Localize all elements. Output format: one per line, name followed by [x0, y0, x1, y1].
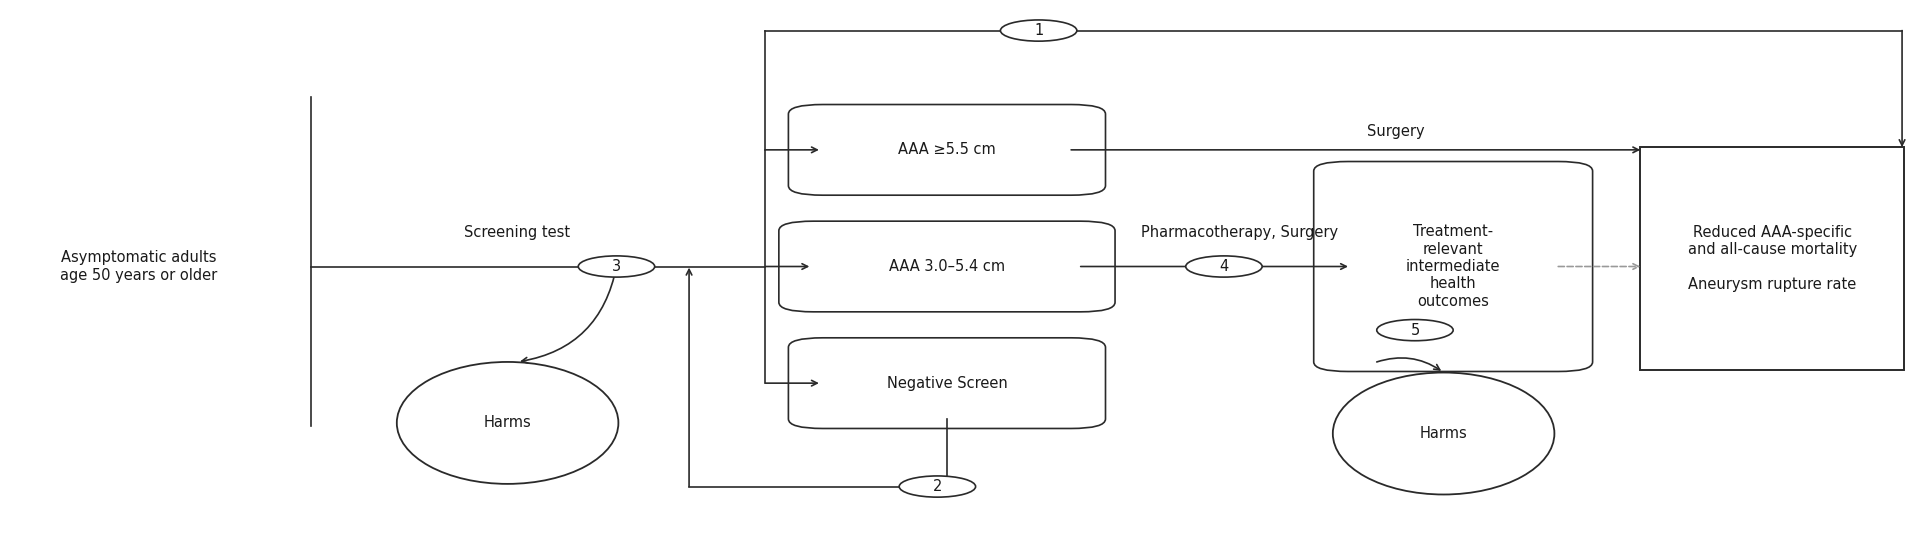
Circle shape [578, 256, 654, 277]
Text: 4: 4 [1219, 259, 1228, 274]
Text: 3: 3 [612, 259, 622, 274]
Text: 1: 1 [1035, 23, 1043, 38]
Text: Reduced AAA-specific
and all-cause mortality

Aneurysm rupture rate: Reduced AAA-specific and all-cause morta… [1687, 225, 1858, 292]
FancyBboxPatch shape [788, 104, 1106, 195]
Ellipse shape [1333, 373, 1555, 495]
Text: Harms: Harms [484, 415, 532, 431]
Text: Asymptomatic adults
age 50 years or older: Asymptomatic adults age 50 years or olde… [61, 251, 218, 282]
Circle shape [1377, 319, 1454, 341]
Text: AAA ≥5.5 cm: AAA ≥5.5 cm [897, 142, 997, 157]
Text: Treatment-
relevant
intermediate
health
outcomes: Treatment- relevant intermediate health … [1406, 224, 1500, 309]
Ellipse shape [396, 362, 618, 484]
FancyBboxPatch shape [779, 221, 1115, 312]
FancyBboxPatch shape [788, 338, 1106, 429]
Text: 5: 5 [1410, 322, 1419, 337]
Circle shape [1186, 256, 1263, 277]
Text: Surgery: Surgery [1368, 124, 1425, 139]
Text: AAA 3.0–5.4 cm: AAA 3.0–5.4 cm [890, 259, 1004, 274]
Circle shape [1000, 20, 1077, 41]
Circle shape [899, 476, 976, 497]
Bar [1639, 147, 1903, 370]
Text: Negative Screen: Negative Screen [886, 376, 1008, 391]
Text: Harms: Harms [1419, 426, 1467, 441]
FancyBboxPatch shape [1314, 161, 1594, 372]
Text: Screening test: Screening test [465, 224, 570, 239]
Text: Pharmacotherapy, Surgery: Pharmacotherapy, Surgery [1140, 224, 1337, 239]
Text: 2: 2 [934, 479, 941, 494]
